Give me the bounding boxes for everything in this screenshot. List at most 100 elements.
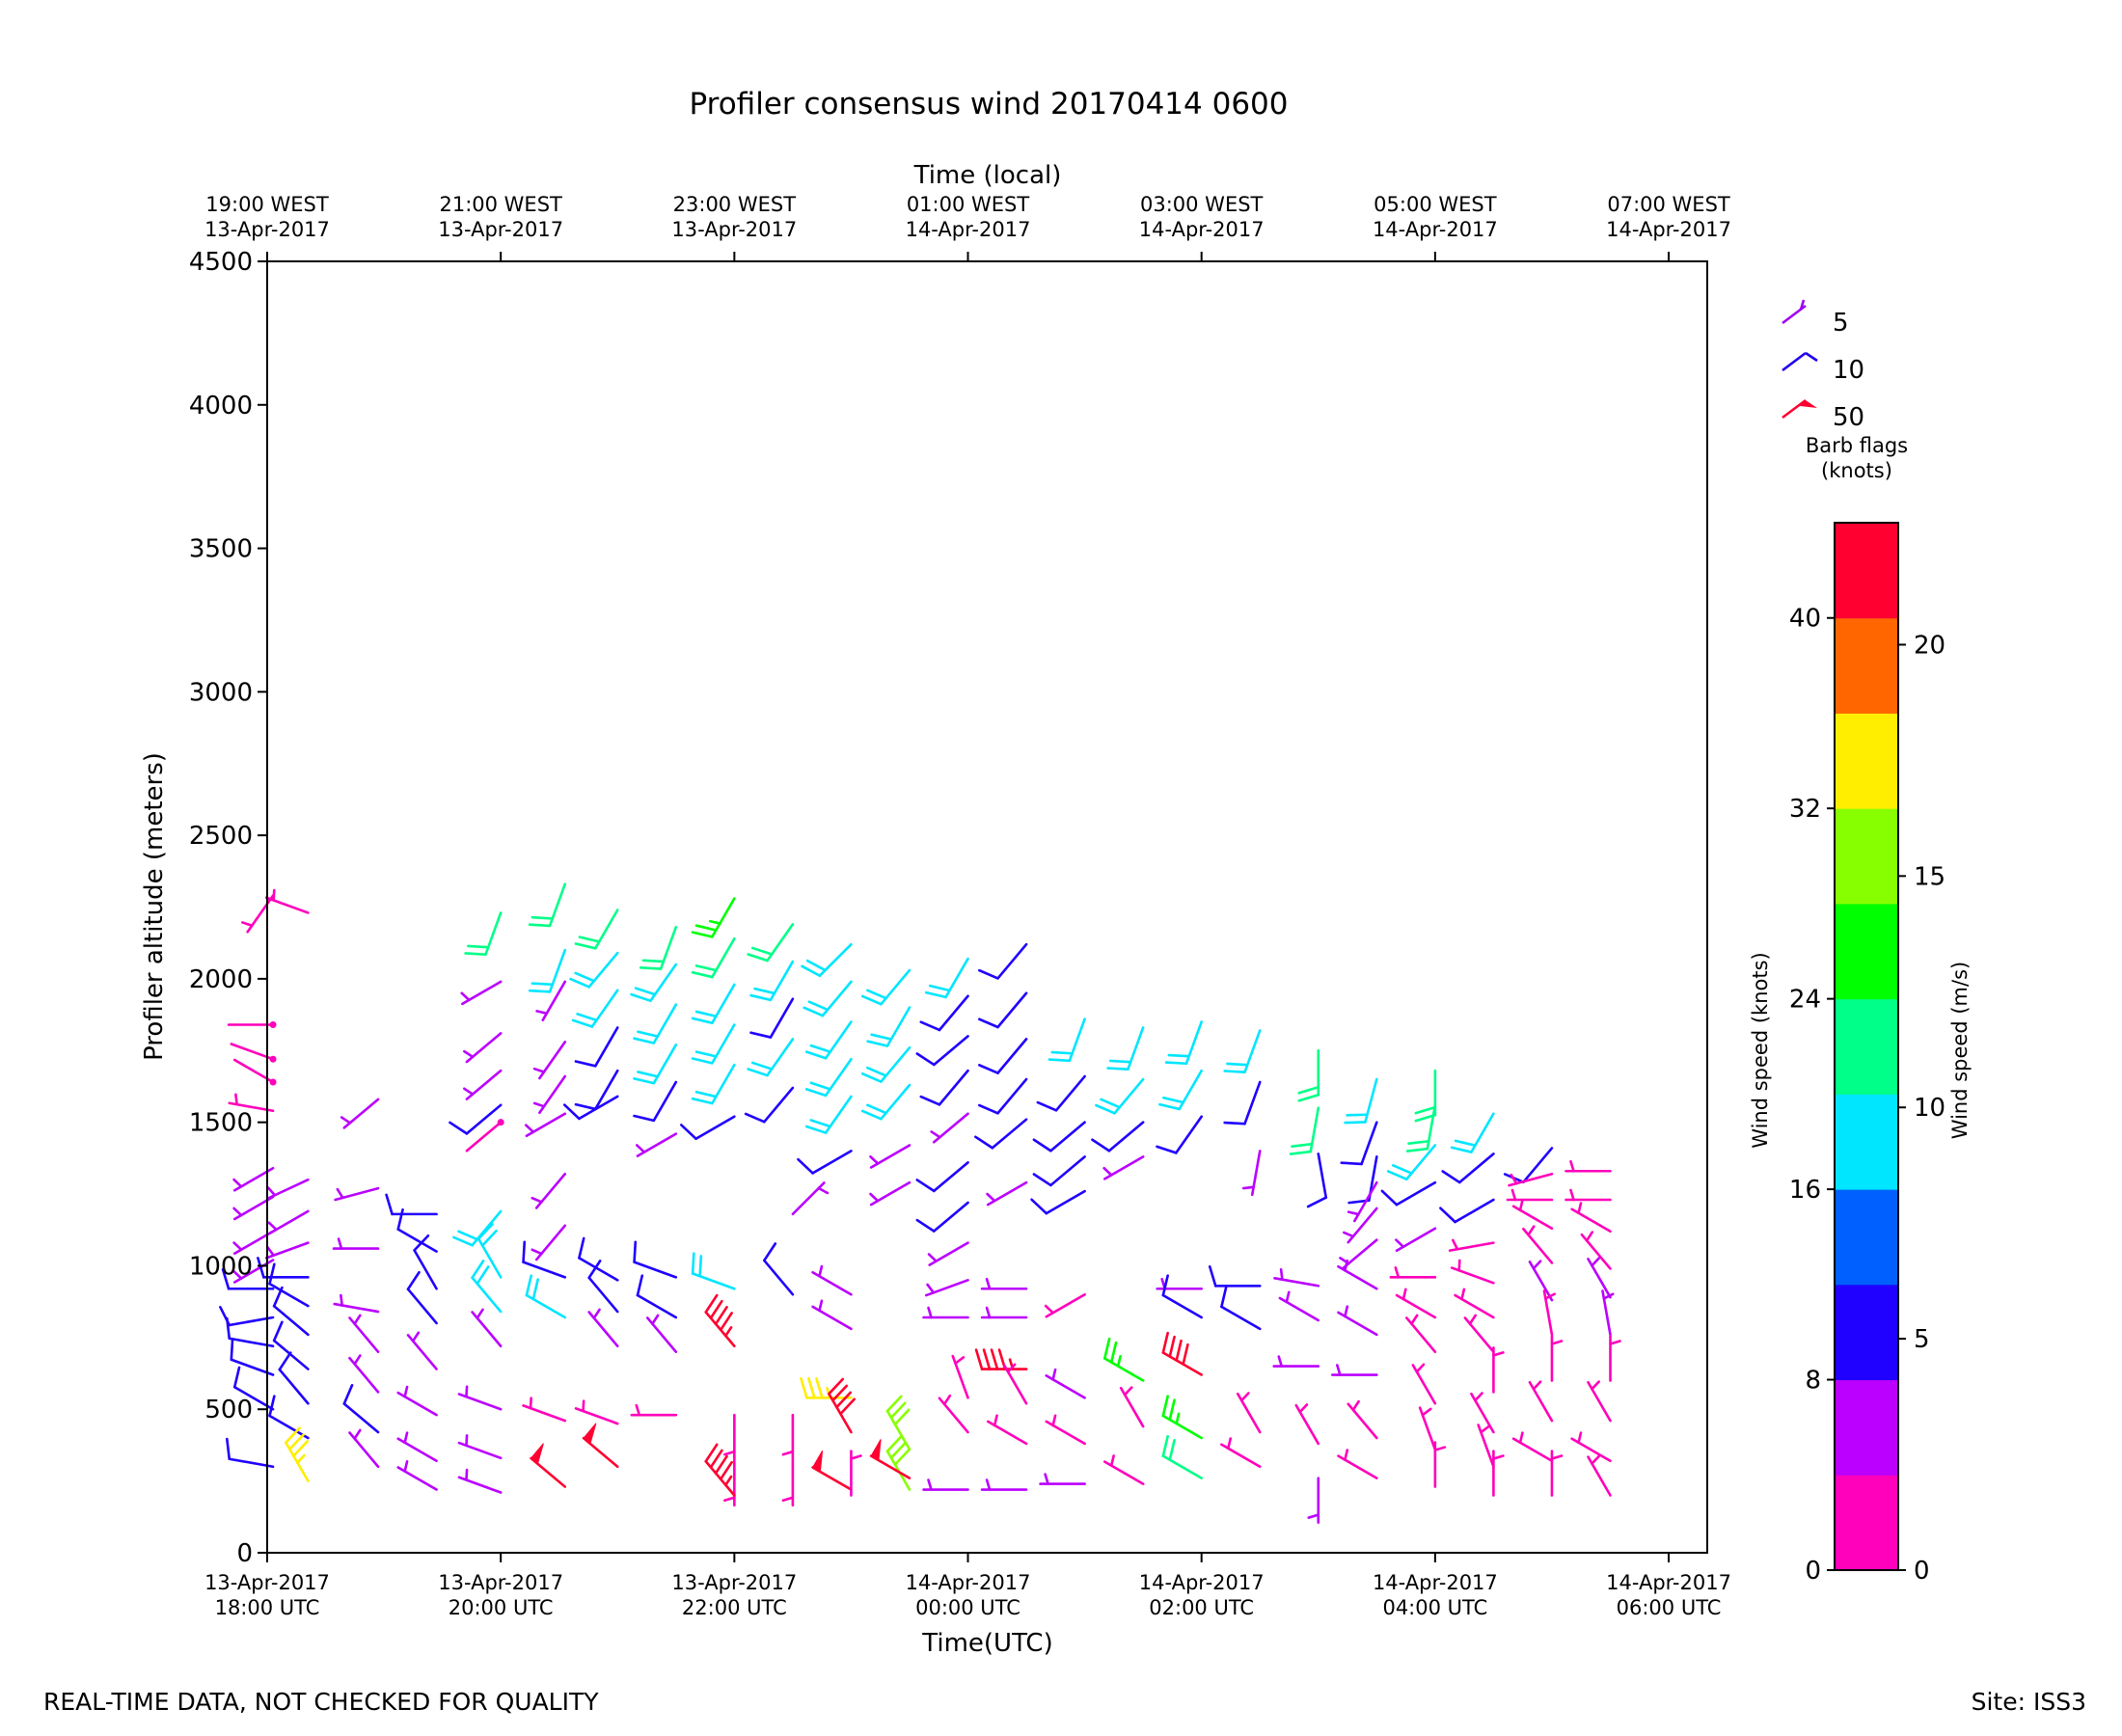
wind-barb — [804, 1095, 853, 1134]
wind-barb — [230, 1043, 277, 1063]
wind-barb — [1542, 1289, 1556, 1337]
wind-barb — [1570, 1431, 1612, 1463]
x-tick-label-date: 14-Apr-2017 — [1606, 1571, 1731, 1594]
wind-barb — [449, 1103, 503, 1135]
wind-barb — [1441, 1153, 1495, 1184]
wind-barb — [635, 1132, 678, 1157]
wind-barb — [1103, 1454, 1145, 1485]
wind-barb — [860, 1083, 911, 1121]
wind-barb — [1404, 1314, 1437, 1354]
wind-barb — [1307, 1477, 1320, 1524]
y-tick-label: 500 — [204, 1396, 253, 1424]
wind-barb — [1158, 1069, 1203, 1111]
x-tick-label-time: 04:00 UTC — [1382, 1596, 1487, 1619]
wind-barb — [691, 936, 736, 979]
wind-barb — [1002, 1363, 1028, 1405]
wind-barb — [978, 942, 1028, 980]
wind-barb — [264, 888, 310, 914]
wind-barb — [396, 1385, 438, 1417]
wind-barb — [1405, 1103, 1437, 1153]
wind-barb — [866, 1006, 911, 1047]
colorbar-tick-label-ms: 0 — [1914, 1557, 1930, 1586]
wind-barb — [811, 1264, 853, 1296]
wind-barb — [524, 1112, 567, 1138]
wind-barb — [1580, 1231, 1612, 1270]
wind-barb — [385, 1193, 438, 1216]
wind-barb — [1389, 1266, 1437, 1279]
legend-label: 10 — [1833, 356, 1864, 385]
wind-barb — [348, 1428, 380, 1469]
colorbar-tick-label-knots: 32 — [1789, 795, 1821, 824]
footer-site: Site: ISS3 — [1972, 1688, 2086, 1716]
wind-barb — [230, 1338, 275, 1376]
wind-barb — [1511, 1199, 1554, 1231]
wind-barb — [1223, 1029, 1262, 1073]
wind-barb — [1032, 1121, 1086, 1153]
wind-barb — [850, 1450, 862, 1497]
colorbar-band — [1835, 998, 1898, 1095]
wind-barb — [744, 1086, 795, 1124]
wind-barb — [723, 1413, 736, 1461]
wind-barb — [1433, 1441, 1447, 1488]
wind-barb — [396, 1460, 438, 1491]
x-tick-label-date: 14-Apr-2017 — [1139, 1571, 1265, 1594]
x-tick-label-date: 13-Apr-2017 — [671, 1571, 797, 1594]
wind-barb — [1511, 1431, 1554, 1463]
wind-barb — [919, 1069, 969, 1106]
wind-barb — [1347, 1399, 1378, 1440]
wind-barb — [803, 980, 853, 1017]
wind-barb — [630, 963, 678, 1002]
y-tick-label: 2000 — [189, 965, 253, 994]
wind-barb — [571, 989, 619, 1028]
wind-barb — [332, 1237, 380, 1250]
wind-barb — [986, 1414, 1028, 1446]
wind-barb — [457, 1468, 503, 1494]
x2-tick-label-time: 03:00 WEST — [1140, 193, 1264, 216]
wind-barb — [1587, 1454, 1612, 1497]
wind-barb — [1095, 1077, 1145, 1115]
wind-barb — [927, 1241, 969, 1266]
wind-barb — [1103, 1337, 1145, 1382]
wind-barb — [828, 1377, 857, 1434]
colorbar-band — [1835, 1379, 1898, 1476]
wind-barb — [342, 1383, 380, 1434]
x2-tick-label-time: 19:00 WEST — [205, 193, 329, 216]
x-tick-label-time: 22:00 UTC — [682, 1596, 787, 1619]
wind-barb — [938, 1394, 969, 1434]
wind-barb — [869, 1180, 911, 1207]
colorbar-tick-label-knots: 40 — [1789, 605, 1821, 634]
wind-barb — [1044, 1292, 1086, 1318]
wind-barb — [1337, 1259, 1378, 1290]
legend-barb-flag — [1800, 400, 1817, 408]
wind-barb — [1091, 1121, 1145, 1153]
colorbar-tick-label-knots: 16 — [1789, 1176, 1821, 1205]
wind-barb — [1450, 1259, 1495, 1285]
wind-barb — [1448, 1238, 1495, 1252]
y-tick-label: 3000 — [189, 678, 253, 707]
wind-barb — [1236, 1392, 1262, 1434]
wind-barb — [268, 1395, 310, 1440]
x-tick-label-date: 13-Apr-2017 — [438, 1571, 563, 1594]
wind-barb — [781, 1459, 795, 1507]
wind-barb — [227, 1020, 277, 1028]
legend-label: 5 — [1833, 309, 1849, 338]
wind-barb — [781, 1413, 795, 1461]
y-tick-label: 2500 — [189, 822, 253, 851]
wind-barb — [464, 911, 503, 956]
wind-barb — [333, 1293, 380, 1314]
wind-barb — [1528, 1380, 1554, 1423]
wind-barb — [922, 1478, 969, 1491]
wind-barb — [1492, 1450, 1505, 1497]
wind-barb — [1411, 1363, 1437, 1405]
colorbar-label-ms: Wind speed (m/s) — [1948, 962, 1972, 1139]
wind-barb — [241, 894, 275, 934]
colorbar-band — [1835, 1189, 1898, 1286]
wind-barb — [1297, 1048, 1320, 1102]
wind-barb — [1587, 1380, 1612, 1423]
y-axis: 0 500 1000 1500 2000 2500 3000 3500 4000 4500 — [189, 248, 267, 1568]
y-tick-label: 3500 — [189, 535, 253, 564]
wind-barb — [860, 968, 911, 1006]
